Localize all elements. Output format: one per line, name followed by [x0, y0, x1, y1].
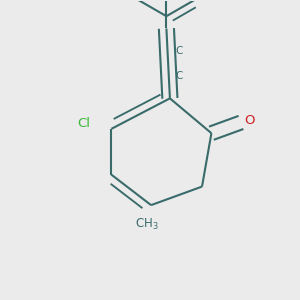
Text: O: O: [244, 114, 255, 127]
Text: Cl: Cl: [77, 117, 90, 130]
Text: C: C: [175, 46, 182, 56]
Text: CH$_3$: CH$_3$: [135, 217, 158, 232]
Text: C: C: [175, 71, 182, 81]
